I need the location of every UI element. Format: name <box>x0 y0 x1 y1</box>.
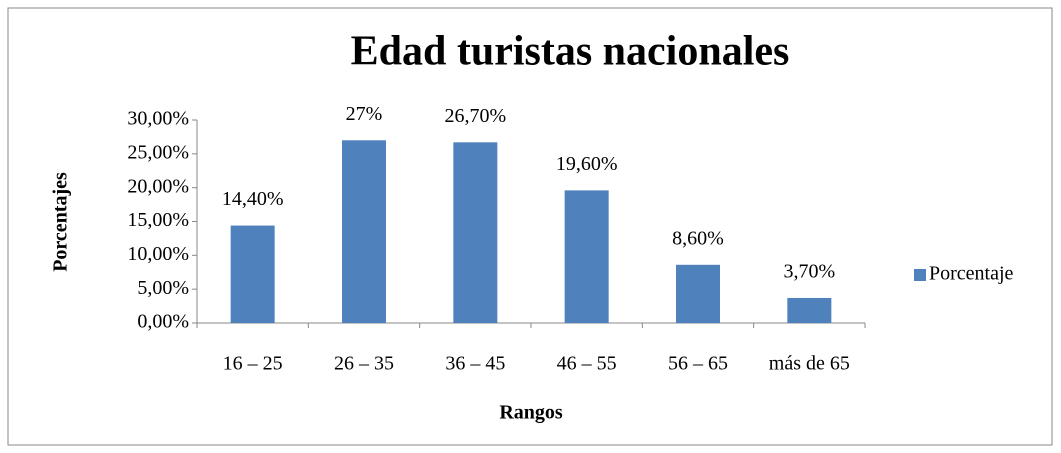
bar <box>230 225 275 323</box>
data-label: 8,60% <box>672 227 724 249</box>
y-tick-label: 25,00% <box>127 141 189 163</box>
data-label: 14,40% <box>222 188 284 210</box>
y-tick-label: 20,00% <box>127 175 189 197</box>
x-tick-label: 16 – 25 <box>223 353 283 375</box>
bar <box>453 142 498 323</box>
x-tick-label: más de 65 <box>769 353 850 375</box>
x-tick-label: 36 – 45 <box>445 353 505 375</box>
bar <box>342 140 386 323</box>
data-label: 26,70% <box>444 105 506 127</box>
bar <box>564 190 609 323</box>
y-tick-label: 5,00% <box>137 277 189 299</box>
chart-title: Edad turistas nacionales <box>351 29 790 75</box>
y-axis-label: Porcentajes <box>50 172 72 272</box>
bar <box>787 297 832 323</box>
data-label: 3,70% <box>783 261 835 283</box>
x-tick-label: 26 – 35 <box>334 353 394 375</box>
data-label: 27% <box>346 103 383 125</box>
x-axis-label: Rangos <box>499 402 563 424</box>
y-tick-label: 15,00% <box>127 209 189 231</box>
y-tick-label: 0,00% <box>137 311 189 333</box>
legend-label: Porcentaje <box>929 263 1014 285</box>
bar <box>676 264 720 323</box>
y-tick-label: 30,00% <box>127 108 189 130</box>
x-tick-label: 56 – 65 <box>668 353 728 375</box>
legend-swatch <box>914 269 926 281</box>
chart-border <box>7 7 1053 446</box>
data-label: 19,60% <box>556 153 618 175</box>
x-tick-label: 46 – 55 <box>557 353 617 375</box>
y-tick-label: 10,00% <box>127 243 189 265</box>
